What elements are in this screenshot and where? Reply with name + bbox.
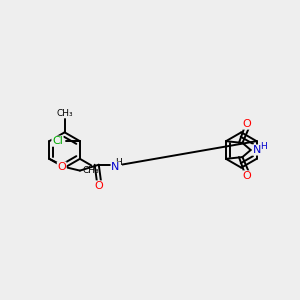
Text: O: O — [95, 181, 103, 191]
Text: H: H — [260, 142, 267, 151]
Text: O: O — [57, 162, 66, 172]
Text: N: N — [253, 145, 261, 155]
Text: H: H — [115, 158, 122, 167]
Text: N: N — [111, 162, 119, 172]
Text: O: O — [243, 119, 252, 129]
Text: Cl: Cl — [52, 136, 63, 146]
Text: CH₃: CH₃ — [83, 167, 99, 176]
Text: CH₃: CH₃ — [56, 109, 73, 118]
Text: O: O — [243, 171, 252, 181]
